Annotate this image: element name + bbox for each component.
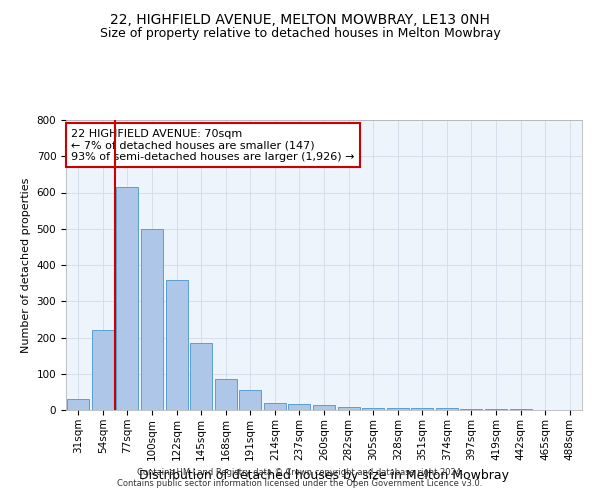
- Bar: [141, 229, 163, 410]
- Bar: [313, 406, 335, 410]
- Bar: [215, 379, 237, 410]
- Bar: [92, 330, 114, 410]
- Bar: [386, 408, 409, 410]
- Text: Distribution of detached houses by size in Melton Mowbray: Distribution of detached houses by size …: [139, 468, 509, 481]
- Bar: [485, 409, 507, 410]
- Bar: [190, 343, 212, 410]
- Text: Size of property relative to detached houses in Melton Mowbray: Size of property relative to detached ho…: [100, 28, 500, 40]
- Bar: [460, 409, 482, 410]
- Bar: [362, 408, 384, 410]
- Bar: [264, 403, 286, 410]
- Bar: [338, 407, 359, 410]
- Bar: [509, 409, 532, 410]
- Y-axis label: Number of detached properties: Number of detached properties: [21, 178, 31, 352]
- Bar: [116, 187, 139, 410]
- Bar: [67, 399, 89, 410]
- Bar: [239, 390, 262, 410]
- Bar: [411, 408, 433, 410]
- Text: Contains HM Land Registry data © Crown copyright and database right 2024.
Contai: Contains HM Land Registry data © Crown c…: [118, 468, 482, 487]
- Text: 22, HIGHFIELD AVENUE, MELTON MOWBRAY, LE13 0NH: 22, HIGHFIELD AVENUE, MELTON MOWBRAY, LE…: [110, 12, 490, 26]
- Bar: [436, 408, 458, 410]
- Text: 22 HIGHFIELD AVENUE: 70sqm
← 7% of detached houses are smaller (147)
93% of semi: 22 HIGHFIELD AVENUE: 70sqm ← 7% of detac…: [71, 128, 355, 162]
- Bar: [289, 404, 310, 410]
- Bar: [166, 280, 188, 410]
